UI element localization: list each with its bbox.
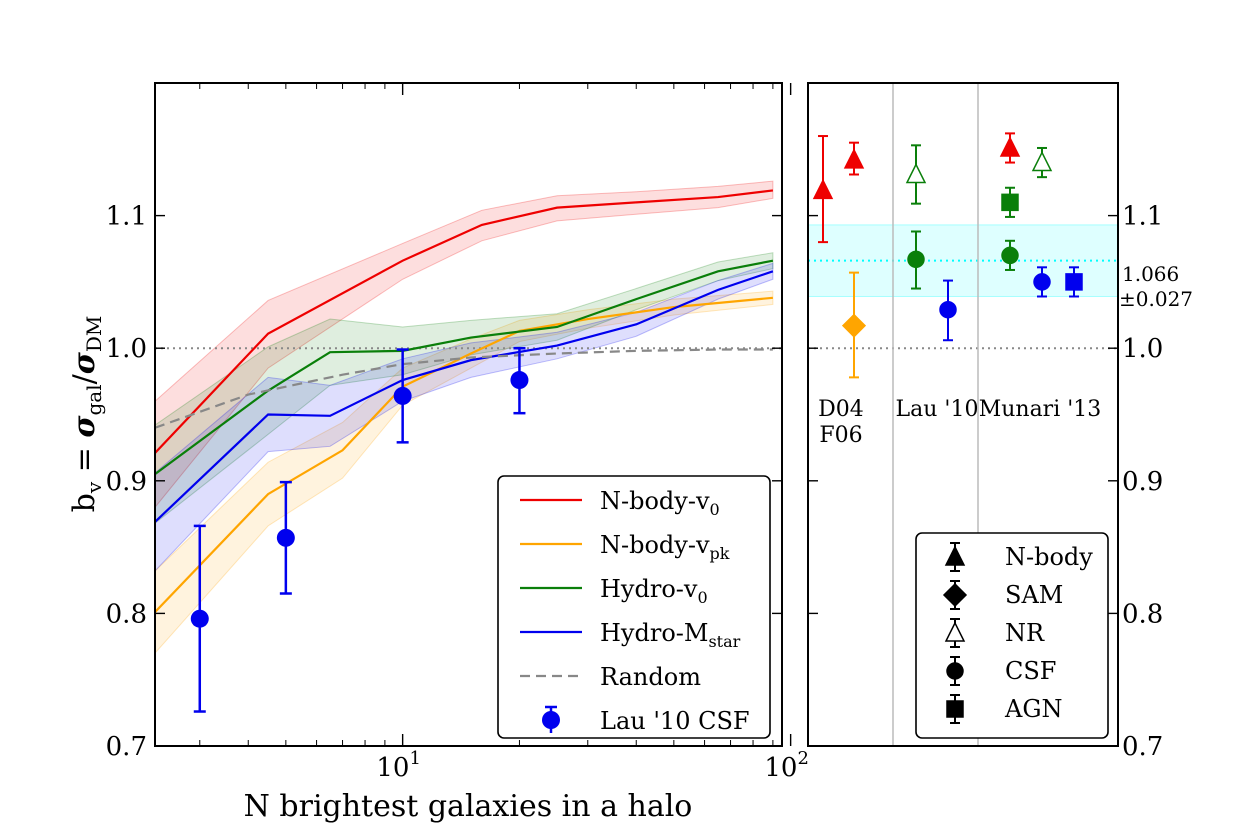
- legend-label-main-4: Random: [600, 663, 701, 691]
- right-legend-label-4: AGN: [1004, 695, 1063, 723]
- right-legend-marker-0: [944, 545, 966, 566]
- right-ytick-label-2: 0.9: [1122, 467, 1163, 497]
- y-axis-label: bv = σgal/σDM: [67, 316, 106, 513]
- group-label-d04-f06-0: D04: [818, 397, 864, 422]
- band-error: ±0.027: [1119, 287, 1193, 311]
- ylabel-eq: =: [67, 438, 102, 482]
- right-legend-label-0: N-body: [1005, 543, 1093, 571]
- legend-label-lau: Lau '10 CSF: [600, 707, 750, 735]
- group-label-d04-f06-1: F06: [819, 423, 862, 448]
- right-legend-marker-4: [946, 700, 964, 718]
- point-munari-csf-blue-marker: [1033, 273, 1051, 291]
- xtick-base-1: 10: [764, 753, 797, 783]
- legend-label-sub-3: star: [708, 632, 740, 651]
- xtick-base-0: 10: [376, 753, 409, 783]
- lau-csf-points: [190, 346, 529, 713]
- point-munari-nr-marker: [1031, 150, 1053, 172]
- right-axis-ticks: 0.7 0.8 0.9 1.0 1.1: [808, 202, 1163, 762]
- right-ytick-label-4: 1.1: [1122, 202, 1163, 232]
- legend-label-3: Hydro-Mstar: [600, 619, 741, 651]
- ylabel-b-sub: v: [82, 481, 106, 494]
- right-legend-marker-2: [944, 621, 966, 642]
- right-legend-marker-3: [946, 662, 964, 680]
- lau-csf-point-1: [276, 528, 295, 547]
- point-f06-sam-marker: [841, 313, 867, 338]
- x-axis-label: N brightest galaxies in a halo: [244, 789, 693, 824]
- ylabel-sigma-dm: σ: [67, 351, 102, 374]
- ytick-label-4: 1.1: [106, 202, 147, 232]
- legend-label-2: Hydro-v0: [600, 575, 708, 607]
- group-label-lau-0: Lau '10: [896, 397, 979, 422]
- legend-label-main-1: N-body-v: [600, 531, 710, 559]
- right-plot-frame: [807, 82, 1119, 747]
- series-lines: [155, 189, 782, 613]
- right-points: [812, 132, 1083, 379]
- lau-csf-point-0: [190, 609, 209, 628]
- ytick-label-1: 0.8: [106, 599, 147, 629]
- xtick-label-1: 102: [764, 748, 809, 783]
- point-lau-nr-marker: [905, 162, 927, 184]
- point-d04-nbody-marker: [812, 178, 834, 200]
- point-lau-csf-green-marker: [907, 250, 925, 269]
- left-legend-box: [497, 475, 771, 739]
- right-legend-box: [915, 532, 1109, 739]
- left-legend: N-body-v0N-body-vpkHydro-v0Hydro-MstarRa…: [497, 475, 771, 739]
- right-background: [808, 83, 1118, 746]
- xtick-exp-1: 2: [797, 748, 808, 769]
- xtick-label-0: 101: [376, 748, 421, 783]
- right-legend-label-2: NR: [1005, 619, 1045, 647]
- legend-label-0: N-body-v0: [600, 487, 720, 519]
- group-label-munari-0: Munari '13: [979, 397, 1102, 422]
- right-legend-label-1: SAM: [1005, 581, 1063, 609]
- series-random-line: [155, 348, 773, 429]
- point-munari-nbody-marker: [999, 136, 1021, 157]
- series-hydro-mstar-line: [155, 270, 774, 523]
- band-value: 1.066: [1122, 262, 1179, 286]
- point-lau-csf-blue-marker: [939, 300, 957, 319]
- lau-csf-point-3: [510, 371, 529, 390]
- ylabel-dm-sub: DM: [82, 316, 106, 353]
- legend-label-sub-0: 0: [710, 500, 720, 519]
- ytick-label-2: 0.9: [106, 467, 147, 497]
- legend-marker-lau: [542, 711, 560, 729]
- legend-label-main-0: N-body-v: [600, 487, 710, 515]
- legend-label-sub-2: 0: [697, 588, 707, 607]
- point-munari-csf-green-marker: [1001, 246, 1019, 265]
- right-ytick-label-0: 0.7: [1122, 732, 1163, 762]
- point-munari-agn-green-marker: [1001, 193, 1019, 212]
- series-n-body-v0-line: [155, 189, 774, 454]
- series-hydro-v0-line: [155, 259, 774, 476]
- series-n-body-vpk-line: [155, 296, 773, 613]
- right-ytick-label-3: 1.0: [1122, 334, 1163, 364]
- point-f06-nbody-marker: [843, 148, 865, 169]
- right-legend-marker-1: [942, 582, 968, 608]
- legend-label-4: Random: [600, 663, 701, 691]
- series-n-body-v0-band: [155, 180, 774, 509]
- legend-label-sub-1: pk: [710, 544, 730, 563]
- right-legend-label-3: CSF: [1005, 657, 1056, 685]
- legend-label-main-2: Hydro-v: [600, 575, 698, 603]
- left-plot-frame: [154, 82, 783, 747]
- right-legend: N-body SAM NR CSF AGN: [915, 532, 1109, 739]
- point-munari-agn-blue-marker: [1065, 273, 1083, 291]
- xtick-exp-0: 1: [409, 748, 420, 769]
- right-ytick-label-1: 0.8: [1122, 599, 1163, 629]
- legend-label-main-3: Hydro-M: [600, 619, 708, 647]
- ytick-label-0: 0.7: [106, 732, 147, 762]
- ylabel-sigma-gal: σ: [67, 415, 102, 438]
- lau-csf-point-2: [393, 386, 412, 405]
- ytick-label-3: 1.0: [106, 334, 147, 364]
- legend-label-1: N-body-vpk: [600, 531, 730, 563]
- ylabel-gal-sub: gal: [82, 384, 106, 415]
- ylabel-b: b: [67, 493, 102, 512]
- ylabel-slash: /: [67, 373, 102, 384]
